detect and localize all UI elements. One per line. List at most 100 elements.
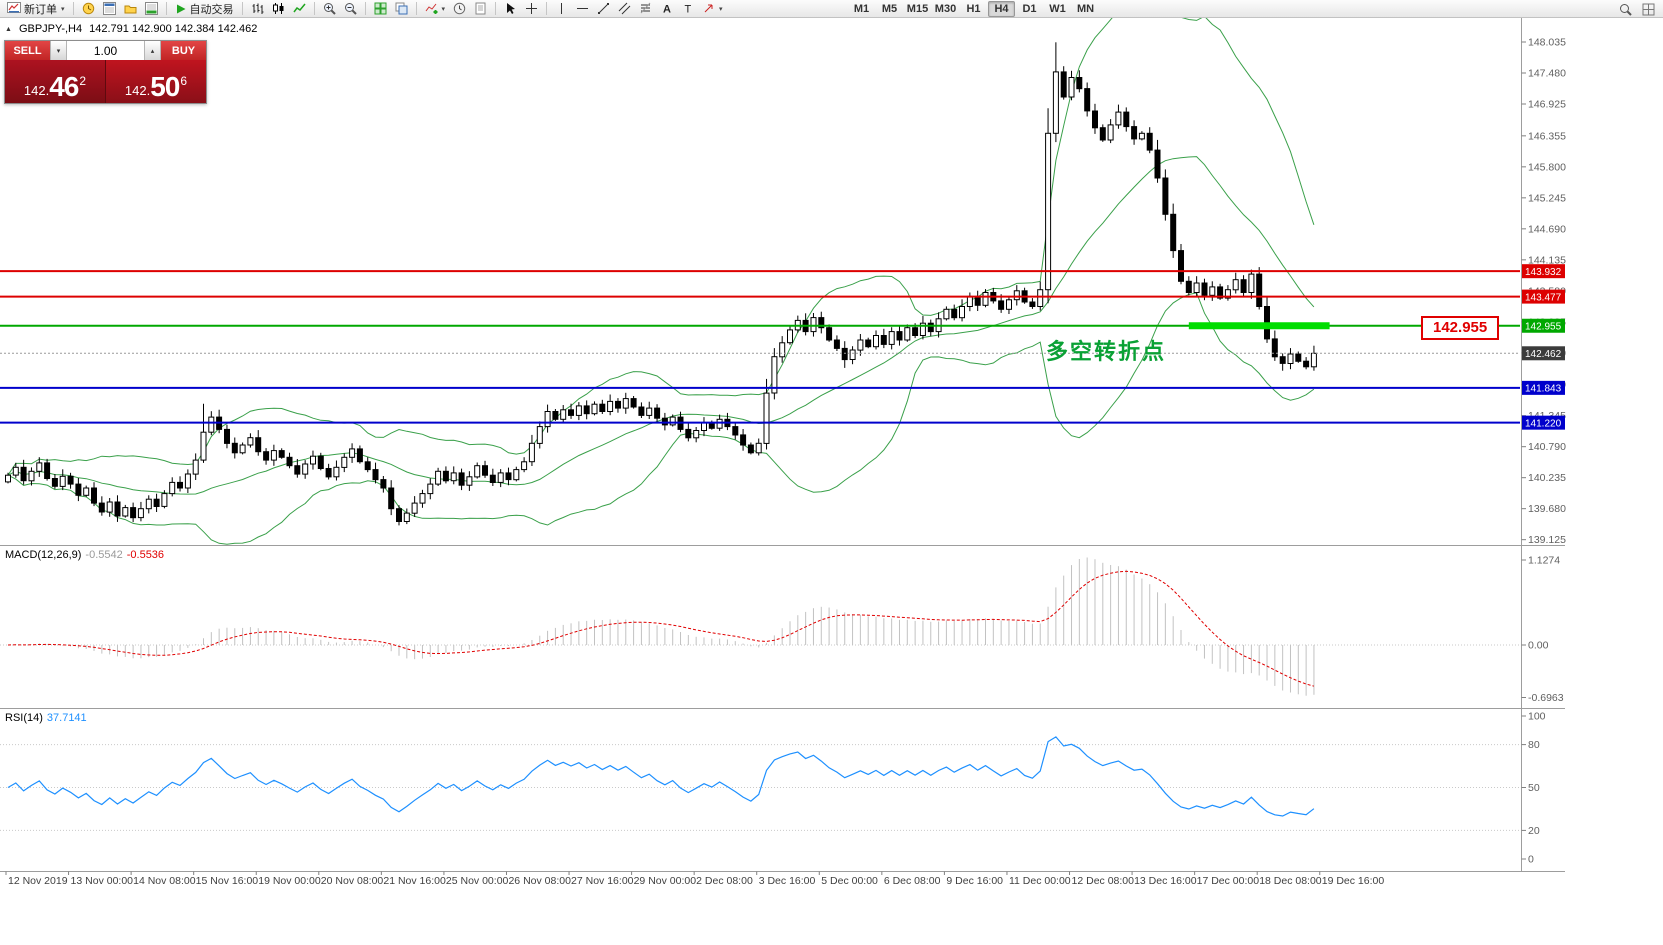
price-level-box[interactable]: 142.955	[1421, 316, 1500, 340]
candle-bear	[231, 442, 238, 454]
bid-price-display[interactable]: 142. 46 2	[5, 60, 105, 103]
new-order-label: 新订单	[24, 3, 57, 16]
time-axis-label: 29 Nov 00:00	[634, 875, 697, 887]
time-axis-label: 9 Dec 16:00	[946, 875, 1003, 887]
line-chart-icon	[292, 3, 306, 13]
candle-bear	[380, 479, 387, 489]
timeframe-mn-button[interactable]: MN	[1072, 1, 1099, 17]
indicators-button[interactable]: ▾	[421, 1, 450, 17]
vertical-line-button[interactable]	[551, 1, 572, 17]
periods-clock-icon	[453, 2, 466, 15]
text-label-button[interactable]: T	[677, 1, 698, 17]
candle-bear	[685, 428, 692, 439]
timeframe-m30-button[interactable]: M30	[932, 1, 959, 17]
ask-price-display[interactable]: 142. 50 6	[105, 60, 206, 103]
arrows-button[interactable]: ▾	[698, 1, 727, 17]
chart-grid-button[interactable]	[1638, 1, 1659, 17]
trendline-icon	[598, 3, 610, 14]
zoom-in-button[interactable]	[319, 1, 340, 17]
candle-bull	[716, 418, 723, 429]
timeframe-h4-button[interactable]: H4	[988, 1, 1015, 17]
candle-bull	[59, 475, 66, 487]
volume-input[interactable]	[67, 41, 144, 60]
tile-windows-button[interactable]	[370, 1, 391, 17]
new-order-button[interactable]: 新订单 ▾	[3, 1, 69, 17]
volume-up-button[interactable]: ▴	[144, 41, 161, 60]
candle-bear	[294, 465, 301, 475]
candle-bear	[91, 487, 97, 504]
toolbar-separator	[72, 2, 74, 15]
bid-point: 2	[79, 74, 87, 88]
chart-annotation-text[interactable]: 多空转折点	[1046, 339, 1167, 364]
chart-search-button[interactable]	[1615, 1, 1636, 17]
line-chart-button[interactable]	[289, 1, 310, 17]
autotrading-button[interactable]: 自动交易	[171, 1, 238, 17]
candle-bear	[661, 417, 668, 426]
market-watch-button[interactable]	[78, 1, 99, 17]
macd-main-value: -0.5542	[85, 549, 123, 561]
terminal-button[interactable]	[141, 1, 162, 17]
sell-button[interactable]: SELL	[5, 41, 50, 60]
candle-bear	[20, 466, 27, 482]
candle-bear	[865, 339, 872, 348]
periods-button[interactable]	[449, 1, 470, 17]
one-click-collapse-icon[interactable]: ▲	[5, 25, 12, 33]
candle-bull	[521, 461, 528, 471]
candle-bear	[114, 501, 121, 517]
candle-bear	[317, 455, 324, 470]
search-icon	[1620, 3, 1632, 16]
bar-chart-button[interactable]	[247, 1, 268, 17]
cursor-button[interactable]	[500, 1, 521, 17]
candle-bear	[1131, 126, 1138, 140]
crosshair-button[interactable]	[521, 1, 542, 17]
timeframe-m5-button[interactable]: M5	[876, 1, 903, 17]
buy-button[interactable]: BUY	[161, 41, 206, 60]
timeframe-d1-button[interactable]: D1	[1016, 1, 1043, 17]
navigator-button[interactable]	[120, 1, 141, 17]
candle-bear	[263, 451, 270, 461]
text-button[interactable]: A	[656, 1, 677, 17]
autotrading-label: 自动交易	[189, 3, 234, 16]
candle-bull	[83, 487, 90, 496]
templates-button[interactable]	[470, 1, 491, 17]
candle-bull	[239, 444, 246, 454]
highlight-segment[interactable]	[1188, 322, 1330, 330]
time-axis-label: 20 Nov 08:00	[321, 875, 384, 887]
data-window-button[interactable]	[99, 1, 120, 17]
time-axis-label: 13 Dec 16:00	[1134, 875, 1197, 887]
candle-bear	[482, 465, 488, 476]
zoom-out-button[interactable]	[340, 1, 361, 17]
cascade-windows-button[interactable]	[391, 1, 412, 17]
rsi-label: RSI(14) 37.7141	[5, 712, 87, 724]
candle-bear	[1185, 280, 1192, 293]
timeframe-m15-button[interactable]: M15	[904, 1, 931, 17]
price-axis-label: 146.925	[1528, 99, 1566, 111]
candlestick-chart-button[interactable]	[268, 1, 289, 17]
timeframe-m1-button[interactable]: M1	[848, 1, 875, 17]
candle-bull	[701, 422, 707, 432]
candle-bear	[927, 322, 934, 333]
candle-bear	[51, 478, 58, 487]
candle-bull	[982, 292, 989, 306]
candle-bull	[669, 416, 676, 426]
timeframe-w1-button[interactable]: W1	[1044, 1, 1071, 17]
channel-button[interactable]	[614, 1, 635, 17]
price-axis-label: 140.235	[1528, 472, 1566, 484]
candle-bull	[810, 317, 817, 333]
candle-bull	[1006, 299, 1012, 310]
trendline-button[interactable]	[593, 1, 614, 17]
horizontal-line-button[interactable]	[572, 1, 593, 17]
fibonacci-button[interactable]	[635, 1, 656, 17]
candle-bull	[591, 403, 598, 415]
candle-bull	[1248, 273, 1255, 294]
horizontal-line-icon	[577, 8, 589, 9]
timeframe-h1-button[interactable]: H1	[960, 1, 987, 17]
zoom-in-icon	[323, 3, 336, 15]
candle-bull	[873, 335, 879, 348]
time-axis-label: 19 Dec 16:00	[1322, 875, 1385, 887]
volume-down-button[interactable]: ▾	[50, 41, 67, 60]
candle-bull	[333, 466, 340, 478]
candle-bear	[372, 469, 379, 481]
time-axis-label: 6 Dec 08:00	[884, 875, 941, 887]
